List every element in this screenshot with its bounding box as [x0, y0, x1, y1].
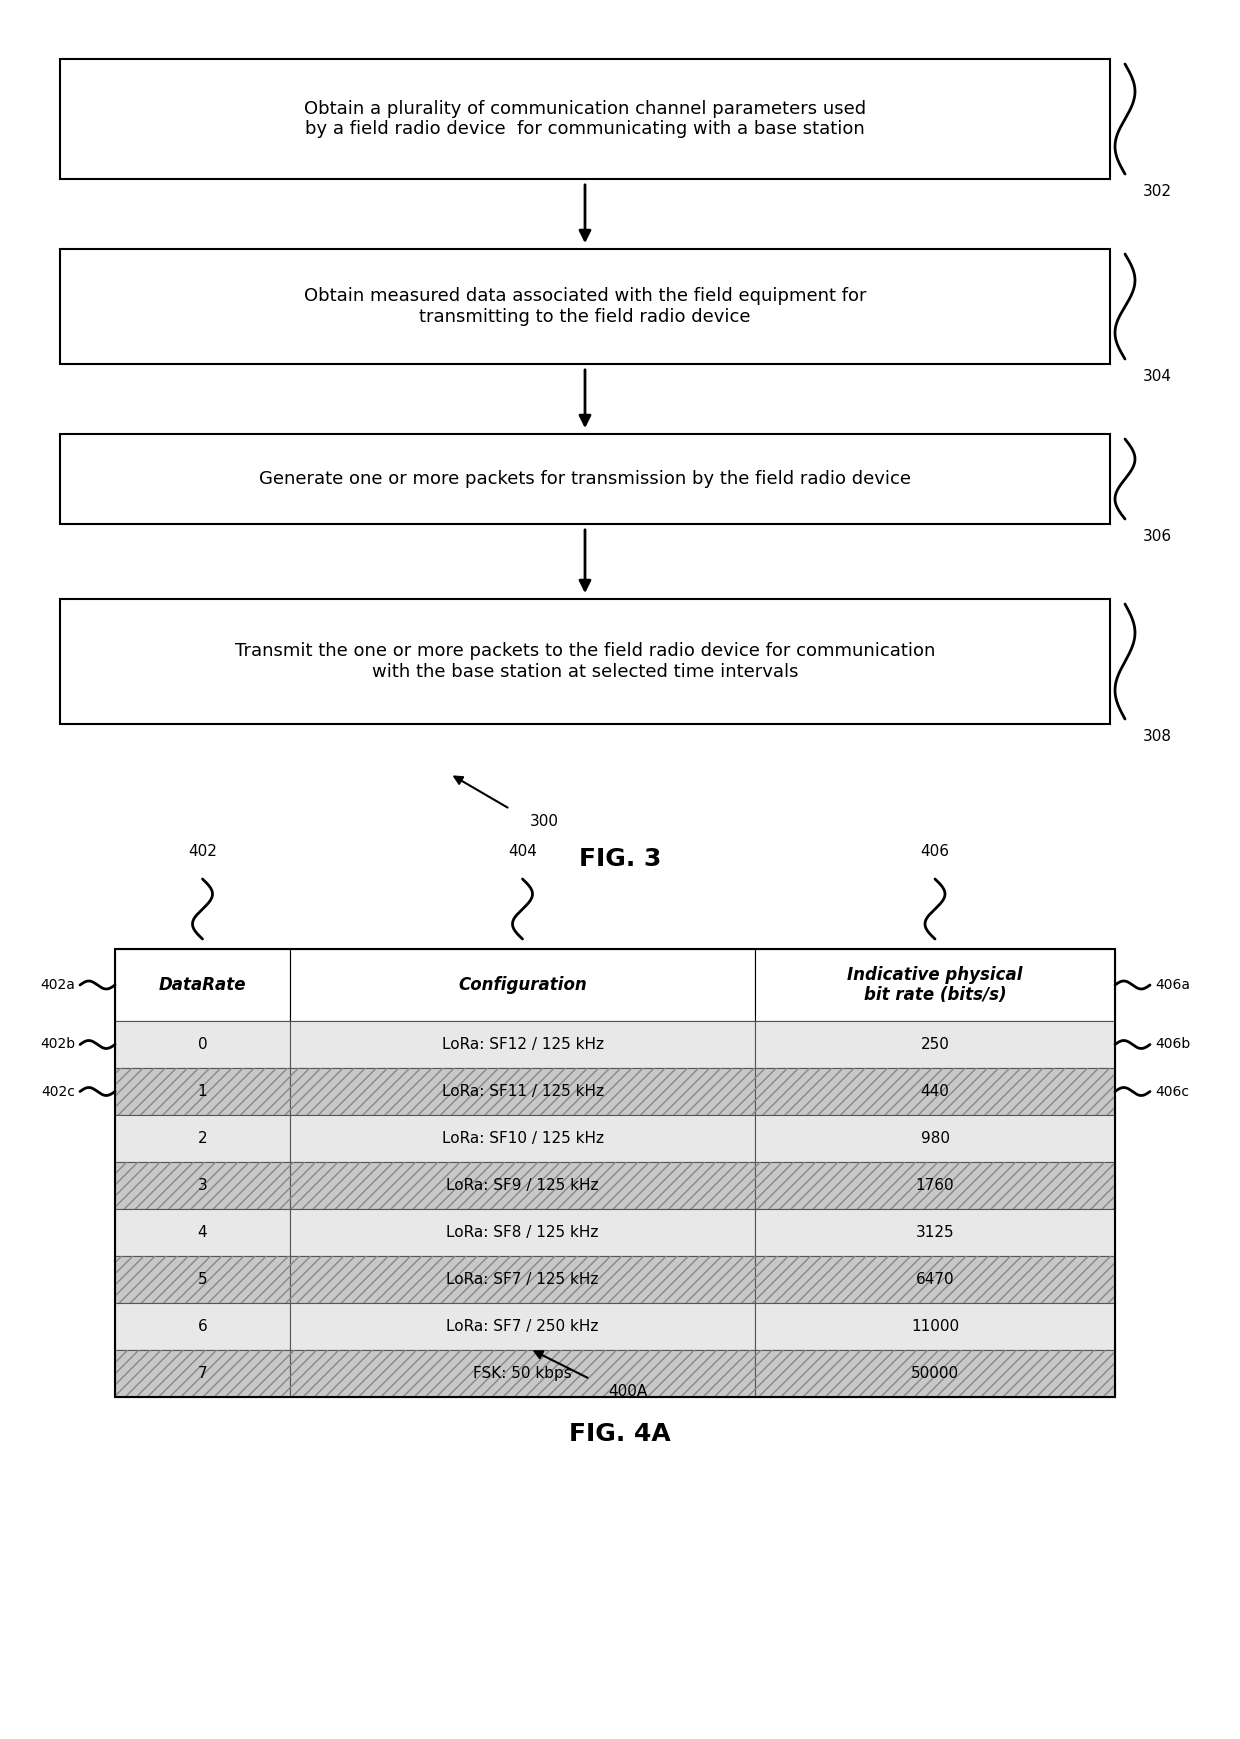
- Text: 440: 440: [920, 1083, 950, 1099]
- Bar: [755, 949, 1115, 1021]
- Bar: [290, 1303, 755, 1349]
- Bar: [755, 1115, 1115, 1162]
- Bar: [60, 435, 1110, 523]
- Text: Obtain a plurality of communication channel parameters used
by a field radio dev: Obtain a plurality of communication chan…: [304, 99, 866, 139]
- Bar: [290, 1021, 755, 1068]
- Text: 11000: 11000: [911, 1318, 959, 1334]
- Bar: [755, 1349, 1115, 1396]
- Bar: [115, 1349, 290, 1396]
- Text: 7: 7: [197, 1367, 207, 1381]
- Bar: [60, 59, 1110, 179]
- Text: 250: 250: [920, 1036, 950, 1052]
- Text: 406a: 406a: [1154, 977, 1190, 991]
- Bar: [290, 1115, 755, 1162]
- Text: FIG. 3: FIG. 3: [579, 847, 661, 871]
- Bar: [115, 1256, 290, 1303]
- Text: DataRate: DataRate: [159, 976, 247, 995]
- Bar: [290, 1209, 755, 1256]
- Text: 3125: 3125: [915, 1224, 955, 1240]
- Text: LoRa: SF11 / 125 kHz: LoRa: SF11 / 125 kHz: [441, 1083, 604, 1099]
- Bar: [115, 1115, 290, 1162]
- Text: FSK: 50 kbps: FSK: 50 kbps: [474, 1367, 572, 1381]
- Bar: [290, 1256, 755, 1303]
- Text: Transmit the one or more packets to the field radio device for communication
wit: Transmit the one or more packets to the …: [234, 642, 935, 682]
- Text: 50000: 50000: [911, 1367, 959, 1381]
- Text: 306: 306: [1143, 529, 1172, 544]
- Bar: [290, 949, 755, 1021]
- Bar: [290, 1349, 755, 1396]
- Text: 6470: 6470: [915, 1271, 955, 1287]
- Bar: [115, 1162, 290, 1209]
- Text: 980: 980: [920, 1130, 950, 1146]
- Text: 300: 300: [529, 814, 559, 830]
- Bar: [115, 1209, 290, 1256]
- Bar: [115, 949, 290, 1021]
- Text: LoRa: SF7 / 250 kHz: LoRa: SF7 / 250 kHz: [446, 1318, 599, 1334]
- Bar: [755, 1303, 1115, 1349]
- Text: Obtain measured data associated with the field equipment for
transmitting to the: Obtain measured data associated with the…: [304, 287, 867, 325]
- Bar: [755, 1068, 1115, 1115]
- Bar: [290, 1162, 755, 1209]
- Text: 406c: 406c: [1154, 1085, 1189, 1099]
- Bar: [755, 1349, 1115, 1396]
- Text: LoRa: SF8 / 125 kHz: LoRa: SF8 / 125 kHz: [446, 1224, 599, 1240]
- Bar: [115, 1068, 290, 1115]
- Bar: [290, 1256, 755, 1303]
- Text: 302: 302: [1143, 184, 1172, 198]
- Text: Generate one or more packets for transmission by the field radio device: Generate one or more packets for transmi…: [259, 470, 911, 489]
- Text: Configuration: Configuration: [458, 976, 587, 995]
- Bar: [755, 1162, 1115, 1209]
- Bar: [115, 1068, 290, 1115]
- Text: 402a: 402a: [40, 977, 74, 991]
- Text: FIG. 4A: FIG. 4A: [569, 1423, 671, 1447]
- Text: 406: 406: [920, 843, 950, 859]
- Text: LoRa: SF10 / 125 kHz: LoRa: SF10 / 125 kHz: [441, 1130, 604, 1146]
- Bar: [60, 249, 1110, 363]
- Text: 308: 308: [1143, 729, 1172, 744]
- Bar: [115, 1303, 290, 1349]
- Text: LoRa: SF7 / 125 kHz: LoRa: SF7 / 125 kHz: [446, 1271, 599, 1287]
- Text: 400A: 400A: [608, 1384, 647, 1398]
- Bar: [60, 598, 1110, 723]
- Bar: [755, 1021, 1115, 1068]
- Text: 1760: 1760: [915, 1177, 955, 1193]
- Text: 4: 4: [197, 1224, 207, 1240]
- Bar: [290, 1068, 755, 1115]
- Text: 304: 304: [1143, 369, 1172, 384]
- Text: 1: 1: [197, 1083, 207, 1099]
- Bar: [115, 1256, 290, 1303]
- Text: 402: 402: [188, 843, 217, 859]
- Text: LoRa: SF12 / 125 kHz: LoRa: SF12 / 125 kHz: [441, 1036, 604, 1052]
- Text: 0: 0: [197, 1036, 207, 1052]
- Text: 402c: 402c: [41, 1085, 74, 1099]
- Text: Indicative physical
bit rate (bits/s): Indicative physical bit rate (bits/s): [847, 965, 1023, 1005]
- Bar: [115, 1162, 290, 1209]
- Bar: [115, 1349, 290, 1396]
- Bar: [115, 1021, 290, 1068]
- Text: 6: 6: [197, 1318, 207, 1334]
- Bar: [755, 1256, 1115, 1303]
- Bar: [755, 1256, 1115, 1303]
- Bar: [290, 1162, 755, 1209]
- Bar: [290, 1349, 755, 1396]
- Text: 402b: 402b: [40, 1038, 74, 1052]
- Bar: [755, 1068, 1115, 1115]
- Bar: [755, 1162, 1115, 1209]
- Text: 404: 404: [508, 843, 537, 859]
- Bar: [115, 949, 1115, 1396]
- Bar: [755, 1209, 1115, 1256]
- Text: 5: 5: [197, 1271, 207, 1287]
- Bar: [290, 1068, 755, 1115]
- Text: 2: 2: [197, 1130, 207, 1146]
- Text: LoRa: SF9 / 125 kHz: LoRa: SF9 / 125 kHz: [446, 1177, 599, 1193]
- Text: 406b: 406b: [1154, 1038, 1190, 1052]
- Text: 3: 3: [197, 1177, 207, 1193]
